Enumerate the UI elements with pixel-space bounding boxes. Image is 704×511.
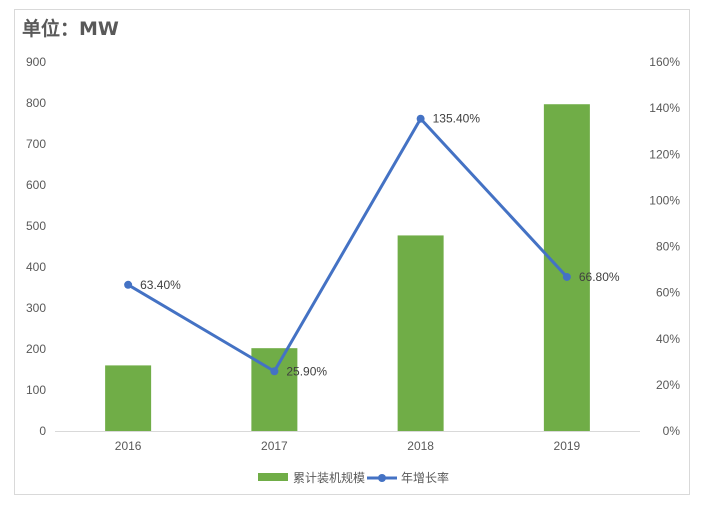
left-tick-label: 200 xyxy=(26,342,46,356)
unit-title: 单位：MW xyxy=(22,18,119,40)
left-tick-label: 600 xyxy=(26,178,46,192)
right-tick-label: 20% xyxy=(656,378,680,392)
growth-point-2018 xyxy=(416,114,425,123)
growth-point-2019 xyxy=(562,272,571,281)
bar-2016 xyxy=(105,365,152,431)
left-tick-label: 700 xyxy=(26,137,46,151)
growth-line xyxy=(127,117,568,373)
x-tick-label: 2018 xyxy=(407,439,434,453)
bar-series xyxy=(105,104,590,431)
growth-points xyxy=(124,114,571,376)
growth-data-label: 66.80% xyxy=(579,270,620,284)
growth-data-label: 135.40% xyxy=(433,112,481,126)
left-tick-label: 800 xyxy=(26,96,46,110)
right-axis-ticks: 0% 20% 40% 60% 80% 100% 120% 140% 160% xyxy=(649,55,680,438)
legend-line-marker xyxy=(378,474,386,482)
right-tick-label: 80% xyxy=(656,240,680,254)
right-tick-label: 140% xyxy=(649,101,680,115)
left-tick-label: 100 xyxy=(26,383,46,397)
legend: 累计装机规模 年增长率 xyxy=(258,470,449,485)
x-axis-ticks: 2016 2017 2018 2019 xyxy=(115,439,581,453)
legend-bar-swatch xyxy=(258,473,288,481)
growth-data-label: 63.40% xyxy=(140,278,181,292)
x-tick-label: 2016 xyxy=(115,439,142,453)
right-tick-label: 160% xyxy=(649,55,680,69)
growth-data-label: 25.90% xyxy=(286,364,327,378)
right-tick-label: 0% xyxy=(663,424,681,438)
x-tick-label: 2019 xyxy=(554,439,581,453)
bar-2019 xyxy=(543,104,590,431)
bar-2018 xyxy=(397,235,444,431)
growth-point-2016 xyxy=(124,280,133,289)
left-tick-label: 500 xyxy=(26,219,46,233)
growth-point-2017 xyxy=(270,367,279,376)
legend-bar-label: 累计装机规模 xyxy=(293,470,365,485)
right-tick-label: 40% xyxy=(656,332,680,346)
right-tick-label: 120% xyxy=(649,147,680,161)
x-tick-label: 2017 xyxy=(261,439,288,453)
legend-line-label: 年增长率 xyxy=(401,470,449,485)
left-tick-label: 300 xyxy=(26,301,46,315)
right-tick-label: 60% xyxy=(656,286,680,300)
right-tick-label: 100% xyxy=(649,193,680,207)
left-axis-ticks: 0 100 200 300 400 500 600 700 800 900 xyxy=(26,55,46,438)
left-tick-label: 400 xyxy=(26,260,46,274)
growth-data-labels: 63.40% 25.90% 135.40% 66.80% xyxy=(140,112,620,379)
left-tick-label: 900 xyxy=(26,55,46,69)
left-tick-label: 0 xyxy=(39,424,46,438)
